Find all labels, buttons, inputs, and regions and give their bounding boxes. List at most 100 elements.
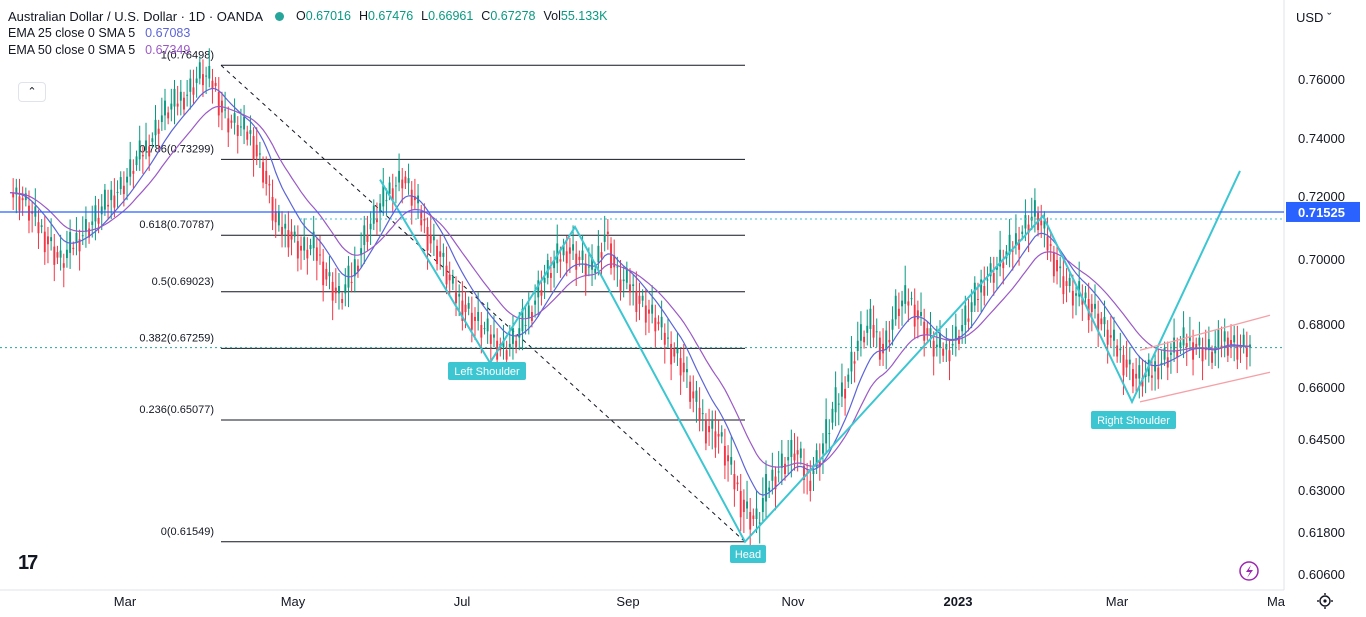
- candle-body: [610, 243, 612, 269]
- candle-body: [1230, 339, 1232, 346]
- candle-body: [809, 480, 812, 491]
- chevron-down-icon: ˇ: [1323, 10, 1332, 25]
- candle-body: [553, 260, 556, 269]
- candle-body: [21, 198, 24, 201]
- ema25-label[interactable]: EMA 25 close 0 SMA 5: [8, 26, 136, 40]
- candle-body: [828, 433, 831, 435]
- candle-body: [296, 241, 299, 259]
- candle-body: [1242, 334, 1245, 348]
- ema50-label[interactable]: EMA 50 close 0 SMA 5: [8, 43, 136, 57]
- candle-body: [1065, 281, 1068, 286]
- candle-body: [202, 74, 204, 86]
- pattern-label-text: Head: [735, 549, 761, 561]
- candle-body: [12, 192, 15, 198]
- lightning-icon[interactable]: [1239, 561, 1259, 581]
- candle-body: [1052, 252, 1055, 277]
- candle-body: [15, 187, 18, 195]
- currency-selector[interactable]: USD ˇ: [1296, 10, 1331, 25]
- collapse-legend-button[interactable]: ⌃: [18, 82, 46, 102]
- candle-body: [875, 331, 878, 333]
- candle-body: [856, 340, 859, 351]
- candle-body: [451, 276, 454, 284]
- candle-body: [388, 182, 391, 195]
- candle-body: [951, 343, 954, 346]
- price-tick-label: 0.70000: [1298, 252, 1345, 267]
- candle-body: [474, 316, 476, 321]
- candle-body: [1160, 362, 1163, 364]
- candle-body: [183, 97, 185, 110]
- candle-body: [122, 185, 125, 195]
- candle-body: [1220, 345, 1223, 348]
- gear-icon[interactable]: [1317, 593, 1333, 609]
- candle-body: [37, 222, 40, 234]
- low-value: 0.66961: [428, 9, 474, 23]
- candle-body: [866, 325, 869, 333]
- price-axis[interactable]: 0.76000 0.74000 0.72000 0.70000 0.68000 0.660…: [1286, 72, 1360, 582]
- time-tick-label: 2023: [944, 594, 973, 609]
- candle-body: [445, 265, 448, 285]
- candle-body: [844, 388, 847, 399]
- candle-body: [774, 476, 777, 490]
- price-tick-label: 0.64500: [1298, 432, 1345, 447]
- candle-body: [300, 245, 302, 251]
- candle-body: [749, 512, 752, 530]
- candle-body: [869, 308, 872, 329]
- candle-body: [597, 245, 600, 263]
- candle-body: [126, 176, 128, 183]
- candle-body: [771, 469, 774, 481]
- candle-body: [1150, 375, 1153, 378]
- candle-body: [103, 189, 106, 210]
- symbol-title[interactable]: Australian Dollar / U.S. Dollar · 1D · O…: [8, 9, 264, 24]
- candle-body: [787, 457, 790, 461]
- candle-body: [493, 334, 495, 338]
- candle-body: [344, 284, 347, 294]
- candle-body: [1075, 293, 1077, 296]
- candle-body: [581, 250, 584, 260]
- candle-body: [923, 321, 926, 341]
- candle-body: [243, 116, 246, 130]
- candle-body: [907, 301, 910, 306]
- fib-level-label: 0.236(0.65077): [139, 404, 214, 416]
- candle-body: [110, 189, 113, 201]
- candlestick-series: [12, 48, 1251, 547]
- candle-body: [1046, 236, 1049, 251]
- candle-body: [56, 252, 59, 258]
- candle-body: [439, 251, 442, 257]
- candle-body: [742, 499, 745, 512]
- candle-body: [948, 350, 951, 362]
- candle-body: [160, 115, 163, 123]
- candle-body: [733, 474, 736, 490]
- candle-body: [916, 310, 919, 320]
- candle-body: [629, 284, 631, 293]
- candle-body: [565, 251, 568, 264]
- fibonacci-retracement[interactable]: 1(0.76498) 0.786(0.73299) 0.618(0.70787) 0.…: [139, 49, 746, 543]
- candle-body: [28, 205, 30, 221]
- candle-body: [1122, 354, 1125, 376]
- candle-body: [483, 328, 486, 330]
- candle-body: [88, 228, 91, 238]
- candle-body: [1100, 318, 1103, 325]
- candle-body: [1135, 373, 1138, 379]
- candle-body: [793, 453, 796, 461]
- candle-body: [521, 308, 524, 332]
- candle-body: [1132, 369, 1134, 387]
- time-axis[interactable]: Mar May Jul Sep Nov 2023 Mar Ma: [114, 594, 1286, 609]
- candle-body: [75, 232, 78, 243]
- candle-body: [369, 223, 372, 230]
- pattern-label-bg: [1091, 411, 1176, 429]
- fib-level-label: 0.786(0.73299): [139, 143, 214, 155]
- candle-body: [859, 324, 862, 341]
- pattern-label-text: Left Shoulder: [454, 366, 520, 378]
- candle-body: [1062, 276, 1065, 295]
- high-value: 0.67476: [367, 9, 414, 23]
- time-tick-label: Ma: [1267, 594, 1286, 609]
- volume-value: 55.133K: [560, 9, 608, 23]
- candle-body: [1217, 329, 1220, 350]
- candle-body: [682, 362, 685, 373]
- tradingview-logo[interactable]: 17: [18, 552, 38, 574]
- candle-body: [685, 369, 688, 373]
- fib-level-label: 0(0.61549): [161, 526, 214, 538]
- candle-body: [258, 153, 261, 155]
- candle-body: [119, 177, 122, 190]
